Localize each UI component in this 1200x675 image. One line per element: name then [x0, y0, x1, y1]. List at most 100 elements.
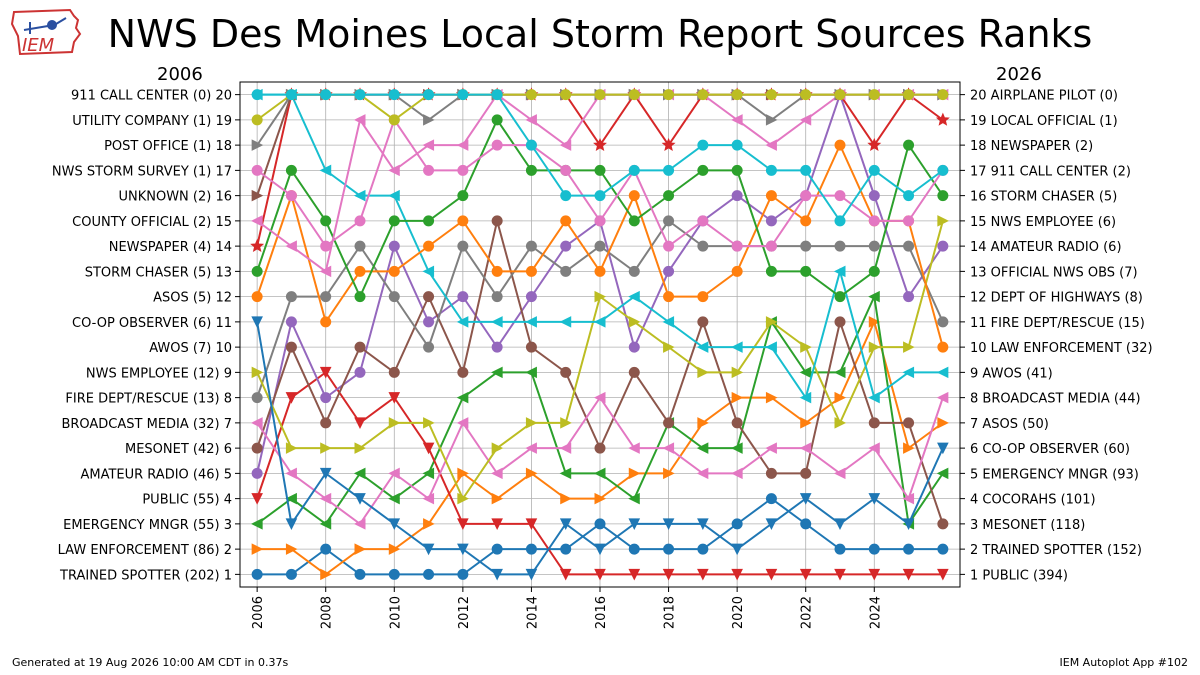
- data-point: [799, 366, 812, 379]
- data-point: [559, 568, 572, 581]
- data-point: [731, 89, 743, 101]
- data-point: [594, 265, 606, 277]
- data-point: [422, 543, 435, 556]
- data-point: [868, 290, 880, 303]
- data-point: [491, 543, 503, 555]
- data-point: [937, 568, 949, 581]
- data-point: [696, 341, 709, 353]
- right-rank-label: 14 AMATEUR RADIO (6): [970, 240, 1122, 255]
- data-point: [525, 89, 537, 101]
- left-rank-label: EMERGENCY MNGR (55) 3: [63, 518, 232, 533]
- right-rank-label: 8 BROADCAST MEDIA (44): [970, 392, 1141, 407]
- data-point: [353, 467, 366, 480]
- generated-footer: Generated at 19 Aug 2026 10:00 AM CDT in…: [12, 656, 289, 669]
- data-point: [731, 417, 743, 429]
- data-point: [423, 240, 435, 252]
- data-point: [285, 190, 297, 202]
- grid-lines: [240, 82, 960, 587]
- data-point: [491, 139, 503, 151]
- data-point: [251, 215, 263, 227]
- data-point: [903, 543, 915, 555]
- data-point: [320, 417, 332, 429]
- data-point: [833, 467, 846, 480]
- data-point: [868, 442, 880, 454]
- data-point: [388, 114, 400, 126]
- data-point: [491, 467, 503, 480]
- right-rank-label: 10 LAW ENFORCEMENT (32): [970, 341, 1153, 356]
- x-tick-label: 2006: [251, 596, 266, 629]
- data-point: [765, 316, 778, 328]
- data-point: [800, 467, 812, 479]
- data-point: [937, 442, 949, 455]
- data-point: [560, 89, 572, 101]
- data-point: [765, 391, 778, 404]
- data-point: [457, 366, 469, 378]
- data-point: [765, 341, 777, 353]
- data-point: [697, 417, 709, 429]
- data-point: [354, 240, 366, 252]
- data-point: [800, 518, 812, 530]
- data-point: [628, 164, 640, 176]
- data-point: [937, 215, 949, 227]
- data-point: [731, 366, 744, 379]
- data-point: [319, 518, 332, 530]
- right-rank-label: 5 EMERGENCY MNGR (93): [970, 467, 1139, 482]
- data-point: [525, 366, 537, 379]
- data-point: [800, 190, 812, 202]
- left-rank-label: 911 CALL CENTER (0) 20: [71, 89, 232, 104]
- data-point: [697, 316, 709, 328]
- data-point: [834, 139, 846, 151]
- data-point: [800, 341, 812, 353]
- series-13: [251, 114, 949, 303]
- x-tick-label: 2014: [525, 596, 540, 629]
- data-point: [251, 366, 264, 379]
- data-point: [251, 189, 264, 202]
- left-rank-label: UTILITY COMPANY (1) 19: [72, 114, 232, 129]
- data-point: [731, 190, 743, 202]
- data-point: [251, 518, 263, 530]
- data-point: [765, 442, 777, 454]
- data-point: [525, 442, 537, 454]
- data-point: [388, 543, 401, 555]
- data-point: [525, 240, 537, 252]
- data-point: [560, 417, 572, 429]
- data-point: [936, 366, 949, 379]
- data-point: [834, 543, 846, 555]
- x-tick-label: 2024: [868, 596, 883, 629]
- data-point: [937, 543, 949, 555]
- data-point: [800, 240, 812, 252]
- data-point: [868, 568, 881, 581]
- data-point: [423, 89, 435, 101]
- data-point: [628, 543, 640, 555]
- data-point: [937, 164, 949, 176]
- data-point: [800, 89, 812, 101]
- data-point: [251, 316, 263, 328]
- data-point: [731, 341, 743, 353]
- data-point: [320, 215, 332, 227]
- data-point: [491, 492, 504, 505]
- left-rank-label: POST OFFICE (1) 18: [104, 139, 232, 154]
- right-rank-label: 13 OFFICIAL NWS OBS (7): [970, 265, 1138, 280]
- data-point: [251, 467, 263, 479]
- data-point: [663, 164, 675, 176]
- data-point: [697, 291, 709, 303]
- data-point: [354, 417, 366, 429]
- data-point: [559, 316, 572, 328]
- data-point: [320, 568, 332, 581]
- data-point: [731, 391, 744, 404]
- data-point: [285, 492, 297, 505]
- data-point: [353, 114, 366, 126]
- data-point: [251, 493, 263, 505]
- right-rank-label: 18 NEWSPAPER (2): [970, 139, 1093, 154]
- data-point: [285, 442, 298, 454]
- left-rank-label: COUNTY OFFICIAL (2) 15: [72, 215, 232, 230]
- data-point: [937, 316, 949, 328]
- data-point: [491, 442, 504, 454]
- data-point: [457, 164, 469, 176]
- data-point: [868, 543, 880, 555]
- data-point: [936, 467, 949, 480]
- right-rank-label: 1 PUBLIC (394): [970, 568, 1068, 583]
- data-point: [423, 417, 435, 429]
- data-point: [628, 518, 641, 530]
- right-rank-label: 20 AIRPLANE PILOT (0): [970, 89, 1118, 104]
